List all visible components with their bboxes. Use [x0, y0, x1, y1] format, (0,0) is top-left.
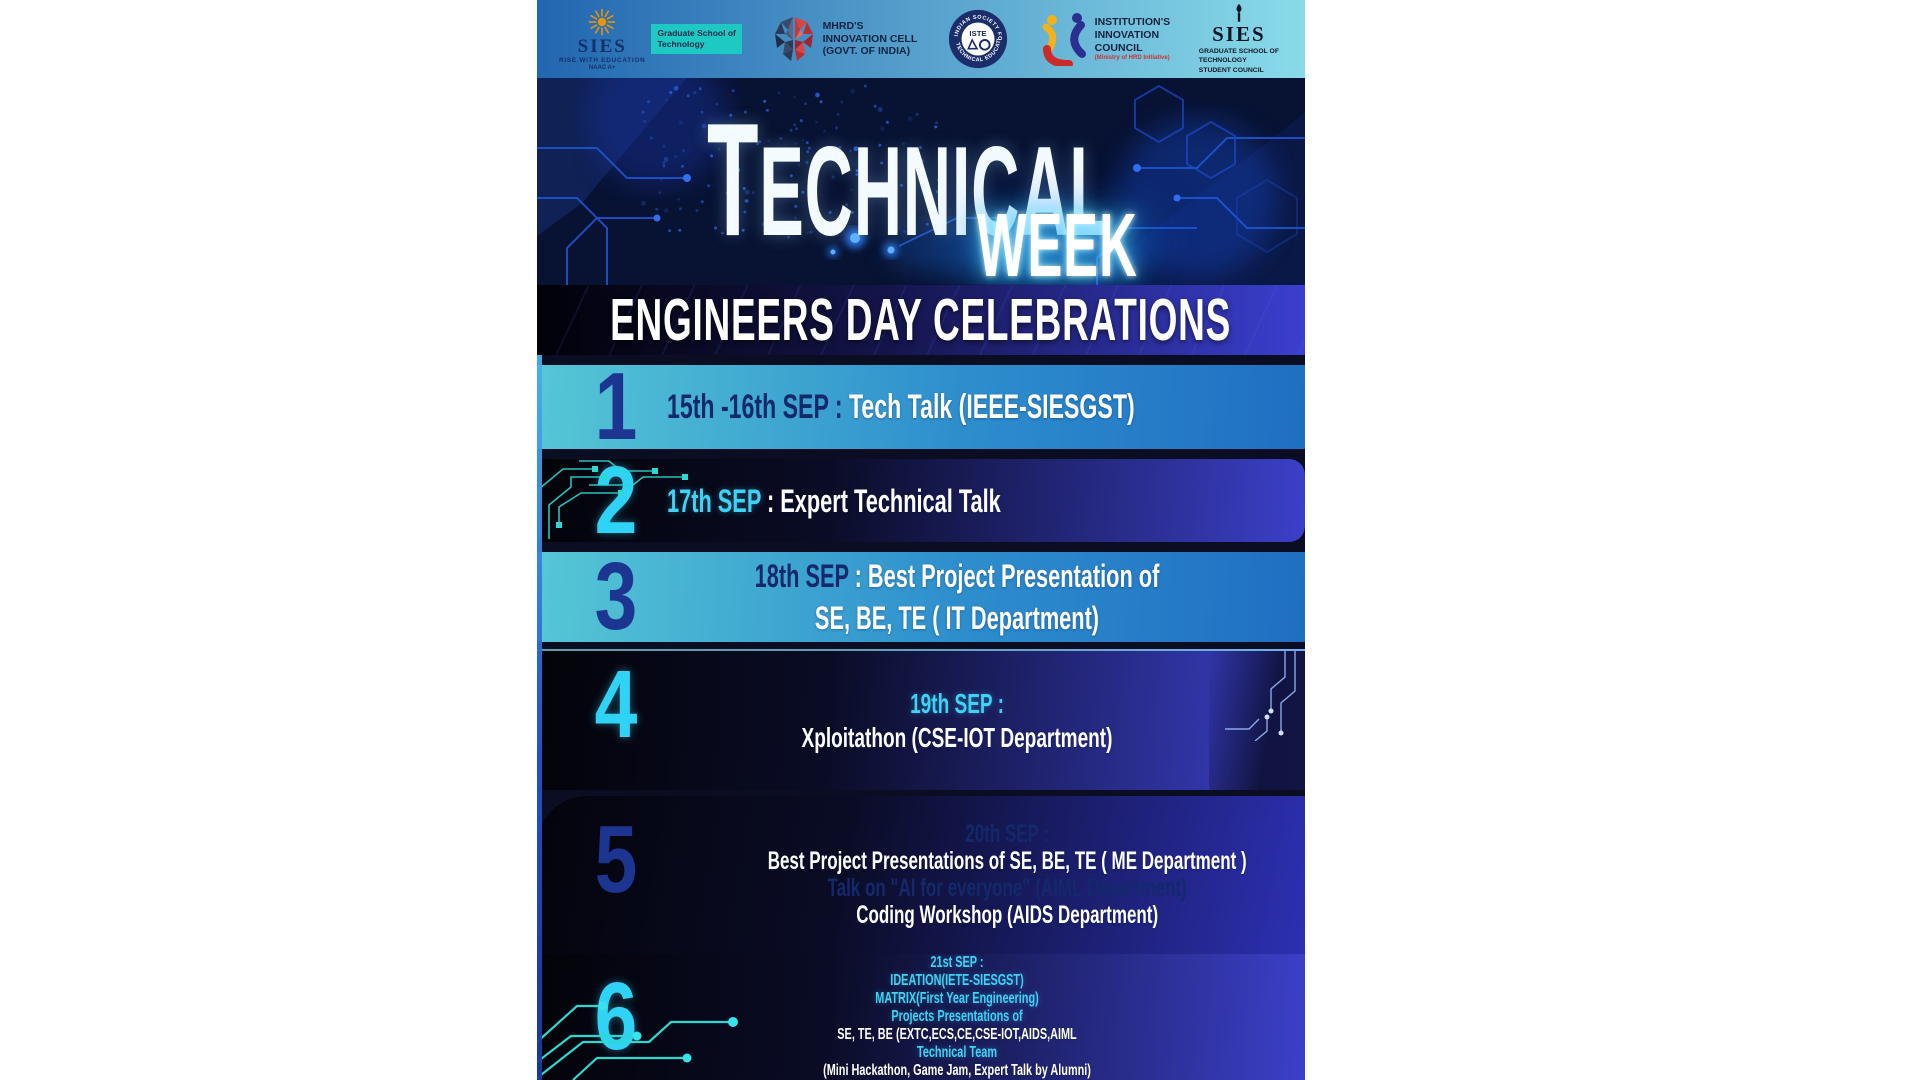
event-line: 21st SEP : [752, 954, 1163, 972]
event-content: 19th SEP : Xploitathon (CSE-IOT Departmen… [655, 687, 1305, 754]
event-row-6: 6 21st SEP : IDEATION(IETE-SIESGST) MATRIX(… [537, 954, 1305, 1080]
event-text-segment: Talk on "AI for everyone" (AIML Departme… [827, 874, 1187, 902]
event-text-segment: IDEATION(IETE-SIESGST) [890, 972, 1024, 989]
brain-icon [774, 17, 813, 61]
event-line: IDEATION(IETE-SIESGST) [752, 972, 1163, 990]
event-text-segment: 19th SEP : [910, 688, 1004, 719]
mhrd-line2: INNOVATION CELL [822, 32, 918, 45]
event-content: 20th SEP : Best Project Presentations of … [655, 821, 1305, 928]
event-text-segment: SE, BE, TE ( IT Department) [814, 600, 1100, 636]
torch-icon [1236, 4, 1242, 22]
event-row-2: 2 17th SEP : Expert Technical Talk [537, 459, 1305, 542]
event-line: SE, TE, BE (EXTC,ECS,CE,CSE-IOT,AIDS,AIM… [752, 1026, 1163, 1044]
event-text-segment: Xploitathon (CSE-IOT Department) [801, 721, 1113, 753]
event-text-segment: Technical Team [916, 1044, 998, 1061]
event-number: 5 [594, 806, 638, 913]
event-number: 3 [594, 552, 638, 642]
technical-week-poster: SIES RISE WITH EDUCATION NAAC A+ Graduat… [537, 0, 1305, 1080]
sunburst-icon [589, 8, 616, 35]
event-content: 21st SEP : IDEATION(IETE-SIESGST) MATRIX(F… [655, 954, 1305, 1080]
event-line: 18th SEP : Best Project Presentation of [752, 555, 1163, 597]
events-list: 1 15th -16th SEP : Tech Talk (IEEE-SIESGS… [537, 355, 1305, 1080]
event-content: 17th SEP : Expert Technical Talk [655, 481, 1305, 521]
event-text-segment: 21st SEP : [930, 954, 984, 971]
title-week: WEEK [977, 194, 1138, 285]
mhrd-line3: (GOVT. OF INDIA) [822, 45, 911, 58]
logo-mhrd-innovation-cell: MHRD'S INNOVATION CELL (GOVT. OF INDIA) [771, 14, 918, 64]
event-number: 2 [594, 459, 638, 542]
banner-text: ENGINEERS DAY CELEBRATIONS [610, 286, 1232, 354]
circuit-background [537, 78, 1305, 285]
event-text-segment: Coding Workshop (AIDS Department) [856, 900, 1159, 929]
event-text-segment: 18th SEP [754, 558, 855, 594]
event-text-segment: : Expert Technical Talk [766, 482, 1001, 519]
event-row-5: 5 20th SEP : Best Project Presentations of… [537, 796, 1305, 954]
logo-iic: INSTITUTION'S INNOVATION COUNCIL (Minist… [1039, 12, 1170, 66]
event-number: 6 [594, 963, 638, 1070]
event-line: MATRIX(First Year Engineering) [752, 990, 1163, 1008]
event-row-1: 1 15th -16th SEP : Tech Talk (IEEE-SIESGS… [537, 365, 1305, 449]
event-text-segment: SE, TE, BE (EXTC,ECS,CE,CSE-IOT,AIDS,AIM… [837, 1026, 1077, 1043]
student-council-line2: TECHNOLOGY [1198, 57, 1247, 65]
sies-school-name: Graduate School of Technology [651, 23, 742, 55]
logo-sies-student-council: SIES GRADUATE SCHOOL OF TECHNOLOGY STUDE… [1199, 3, 1279, 75]
logo-sies-gst: SIES RISE WITH EDUCATION NAAC A+ Graduat… [559, 7, 742, 71]
logo-iste: INDIAN SOCIETY FOR TECHNICAL EDUCATION I… [946, 7, 1010, 71]
student-council-acronym: SIES [1212, 22, 1266, 47]
iic-ministry-line: (Ministry of HRD Initiative) [1094, 54, 1170, 61]
event-line: (Mini Hackathon, Game Jam, Expert Talk b… [752, 1062, 1163, 1080]
event-text-segment: : Best Project Presentation of [854, 558, 1160, 594]
engineers-day-banner: ENGINEERS DAY CELEBRATIONS [537, 285, 1305, 355]
event-line: 20th SEP : [768, 821, 1247, 848]
iic-figures-icon [1042, 13, 1086, 66]
event-text-segment: Best Project Presentations of SE, BE, TE… [767, 847, 1247, 876]
student-council-line3: STUDENT COUNCIL [1198, 66, 1264, 74]
event-content: 15th -16th SEP : Tech Talk (IEEE-SIESGST… [655, 387, 1305, 428]
event-number: 1 [594, 365, 638, 449]
event-line: Projects Presentations of [752, 1008, 1163, 1026]
event-line: 17th SEP : Expert Technical Talk [667, 481, 1101, 521]
sies-accreditation: NAAC A+ [588, 65, 616, 72]
iic-line1: INSTITUTION'S [1094, 16, 1171, 29]
title-technical: TECHNICAL [707, 90, 1111, 270]
poster-header: SIES RISE WITH EDUCATION NAAC A+ Graduat… [537, 0, 1305, 78]
event-row-3: 3 18th SEP : Best Project Presentation of… [537, 552, 1305, 642]
mhrd-line1: MHRD'S [822, 19, 864, 32]
event-text-segment: 20th SEP : [965, 820, 1050, 849]
event-line: Talk on "AI for everyone" (AIML Departme… [768, 875, 1247, 902]
event-line: Best Project Presentations of SE, BE, TE… [768, 848, 1247, 875]
iic-line3: COUNCIL [1094, 41, 1143, 54]
event-line: Xploitathon (CSE-IOT Department) [752, 721, 1163, 755]
iic-line2: INNOVATION [1094, 28, 1160, 41]
sies-acronym: SIES [577, 35, 627, 57]
event-text-segment: Projects Presentations of [891, 1008, 1023, 1025]
event-text-segment: MATRIX(First Year Engineering) [875, 990, 1039, 1007]
left-edge-stripe [537, 355, 542, 1080]
svg-text:ISTE: ISTE [969, 29, 986, 38]
event-text-segment: 17th SEP [667, 482, 767, 519]
event-line: Technical Team [752, 1044, 1163, 1062]
event-row-4: 4 19th SEP : Xploitathon (CSE-IOT Departme… [537, 649, 1305, 790]
event-number: 4 [594, 651, 638, 758]
event-text-segment: Tech Talk (IEEE-SIESGST) [849, 387, 1135, 426]
event-line: 15th -16th SEP : Tech Talk (IEEE-SIESGST… [667, 387, 1135, 428]
event-line: Coding Workshop (AIDS Department) [768, 900, 1247, 929]
sies-tagline: RISE WITH EDUCATION [559, 56, 646, 64]
event-line: SE, BE, TE ( IT Department) [752, 597, 1163, 639]
iste-emblem-icon: INDIAN SOCIETY FOR TECHNICAL EDUCATION I… [946, 7, 1008, 69]
title-section: TECHNICAL WEEK [537, 78, 1305, 285]
event-line: 19th SEP : [752, 687, 1163, 721]
student-council-line1: GRADUATE SCHOOL OF [1198, 48, 1279, 56]
event-content: 18th SEP : Best Project Presentation of S… [655, 555, 1305, 639]
event-text-segment: 15th -16th SEP : [667, 387, 850, 426]
event-text-segment: (Mini Hackathon, Game Jam, Expert Talk b… [823, 1062, 1091, 1079]
